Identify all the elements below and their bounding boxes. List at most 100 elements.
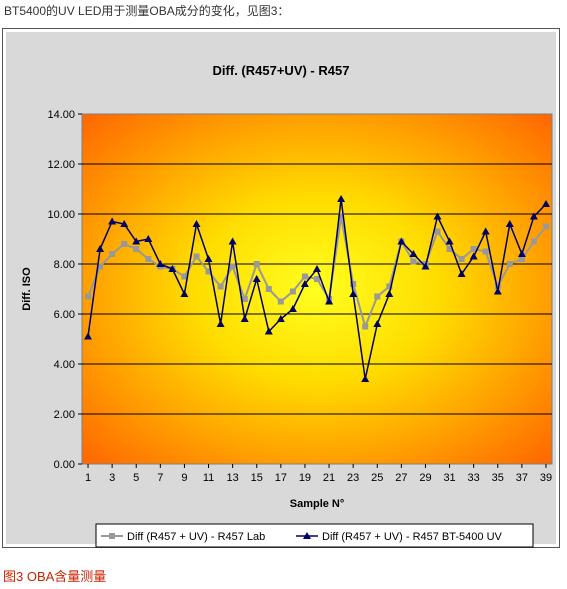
data-point-triangle [469,252,478,260]
data-point-square [289,288,296,295]
x-tick-label: 1 [85,472,91,484]
data-point-triangle [228,237,237,245]
data-point-square [314,276,320,282]
chart-container: Diff. (R457+UV) - R457 Diff. ISO Sample … [2,28,560,548]
legend-label-bt5400: Diff (R457 + UV) - R457 BT-5400 UV [322,531,503,543]
x-tick-label: 33 [468,472,480,484]
data-point-triangle [397,237,406,245]
data-point-square [458,256,465,262]
data-point-triangle [313,265,321,272]
legend-marker-bt5400 [303,532,311,539]
y-tick-label: 14.00 [47,109,75,121]
data-point-square [386,283,393,290]
data-point-triangle [132,237,141,245]
x-tick-label: 9 [181,472,187,484]
data-point-square [350,281,357,287]
y-tick-label: 10.00 [47,209,75,221]
data-point-triangle [108,217,117,225]
y-tick-label: 4.00 [54,359,75,371]
data-point-square [301,273,308,280]
y-tick-label: 0.00 [54,459,75,471]
y-tick-label: 6.00 [54,309,75,321]
y-tick-label: 8.00 [54,259,75,271]
data-point-triangle [409,250,418,257]
data-point-triangle [481,227,490,235]
data-point-square [217,283,224,290]
data-point-triangle [120,220,129,227]
data-point-square [109,251,116,257]
x-tick-label: 5 [133,472,139,484]
data-point-triangle [529,212,538,220]
data-point-square [470,246,477,252]
x-tick-label: 39 [540,472,552,484]
data-point-square [506,261,513,267]
x-tick-label: 21 [323,472,335,484]
data-point-triangle [517,250,526,257]
x-tick-label: 13 [227,472,239,484]
data-point-triangle [156,260,165,267]
data-point-square [410,258,417,265]
data-point-triangle [168,265,177,272]
plot-area [81,113,553,465]
data-point-triangle [264,327,273,335]
x-tick-label: 19 [299,472,311,484]
data-point-square [446,246,453,252]
data-point-square [97,263,104,270]
data-point-square [494,283,501,290]
data-point-triangle [216,320,225,327]
data-point-triangle [252,275,261,282]
legend: Diff (R457 + UV) - R457 Lab Diff (R457 +… [95,523,534,548]
legend-marker-lab [109,533,115,539]
data-point-square [338,213,345,220]
data-point-triangle [204,255,213,262]
figure-caption: 图3 OBA含量测量 [3,569,107,584]
data-point-triangle [445,237,454,245]
legend-entry-bt5400: Diff (R457 + UV) - R457 BT-5400 UV [296,531,503,543]
data-point-square [434,228,441,235]
data-point-square [265,286,272,292]
x-tick-label: 29 [419,472,431,484]
x-tick-label: 15 [251,472,263,484]
data-point-triangle [96,245,105,252]
data-point-square [229,263,236,270]
data-point-square [193,253,200,260]
data-point-square [253,261,260,267]
data-point-triangle [493,287,502,295]
data-point-triangle [276,315,285,322]
data-point-triangle [385,290,394,297]
data-point-triangle [361,375,370,382]
data-point-square [205,268,212,275]
chart-title: Diff. (R457+UV) - R457 [213,63,350,78]
data-point-triangle [144,235,153,242]
line-chart: Diff. (R457+UV) - R457 Diff. ISO Sample … [2,28,560,548]
data-point-triangle [349,290,358,297]
x-tick-label: 37 [516,472,528,484]
data-point-square [277,298,284,305]
data-point-square [530,238,537,245]
y-axis-label: Diff. ISO [21,267,33,311]
data-point-square [241,296,248,302]
data-point-triangle [457,270,466,277]
data-point-triangle [180,290,189,297]
data-point-triangle [192,220,201,227]
data-point-square [374,293,381,300]
x-tick-label: 17 [275,472,287,484]
x-tick-label: 35 [492,472,504,484]
y-tick-label: 2.00 [54,409,75,421]
legend-entry-lab: Diff (R457 + UV) - R457 Lab [101,531,265,543]
data-point-square [362,323,369,330]
data-point-square [121,241,128,247]
data-point-square [181,273,188,280]
y-tick-label: 12.00 [47,159,75,171]
x-tick-label: 23 [347,472,359,484]
x-tick-label: 3 [109,472,115,484]
data-point-square [145,256,152,262]
x-tick-label: 7 [157,472,163,484]
data-point-triangle [240,315,249,322]
data-point-triangle [337,195,346,202]
x-tick-label: 11 [203,472,214,484]
data-point-triangle [433,212,442,220]
data-point-triangle [300,280,309,287]
intro-text: BT5400的UV LED用于测量OBA成分的变化，见图3： [4,4,290,18]
data-point-triangle [373,320,382,327]
